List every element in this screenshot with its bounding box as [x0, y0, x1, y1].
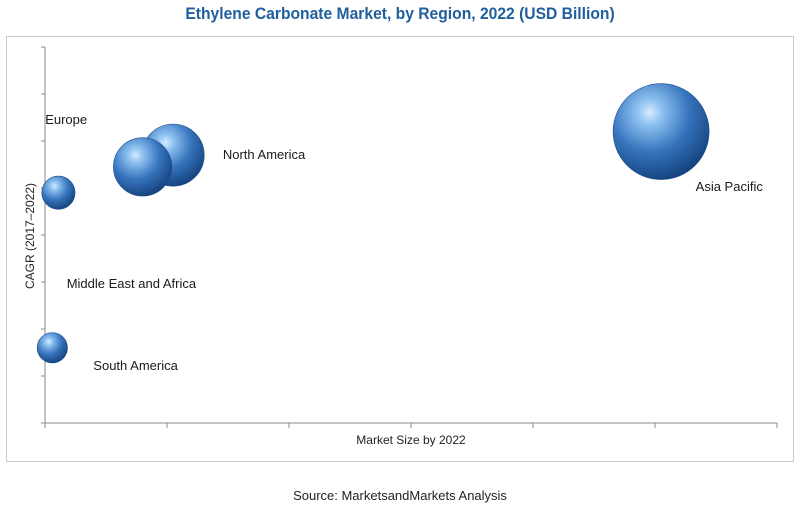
- bubble-europe: [113, 137, 173, 197]
- source-note: Source: MarketsandMarkets Analysis: [293, 488, 507, 503]
- bubble-asia-pacific: [612, 83, 710, 180]
- y-axis-label: CAGR (2017–2022): [23, 183, 37, 289]
- bubbles: [36, 83, 710, 364]
- bubble-labels: Asia Pacific North America Europe Middle Ea…: [45, 112, 763, 373]
- chart-title: Ethylene Carbonate Market, by Region, 20…: [185, 4, 615, 23]
- bubble-label-middle-east-and-africa: Middle East and Africa: [67, 276, 197, 291]
- bubble-middle-east-and-africa: [41, 175, 76, 210]
- x-axis-label: Market Size by 2022: [356, 433, 466, 447]
- bubble-label-south-america: South America: [93, 358, 178, 373]
- bubble-label-asia-pacific: Asia Pacific: [696, 179, 764, 194]
- chart-frame: [6, 36, 794, 462]
- bubble-label-europe: Europe: [45, 112, 87, 127]
- bubble-label-north-america: North America: [223, 147, 306, 162]
- bubble-south-america: [36, 332, 68, 364]
